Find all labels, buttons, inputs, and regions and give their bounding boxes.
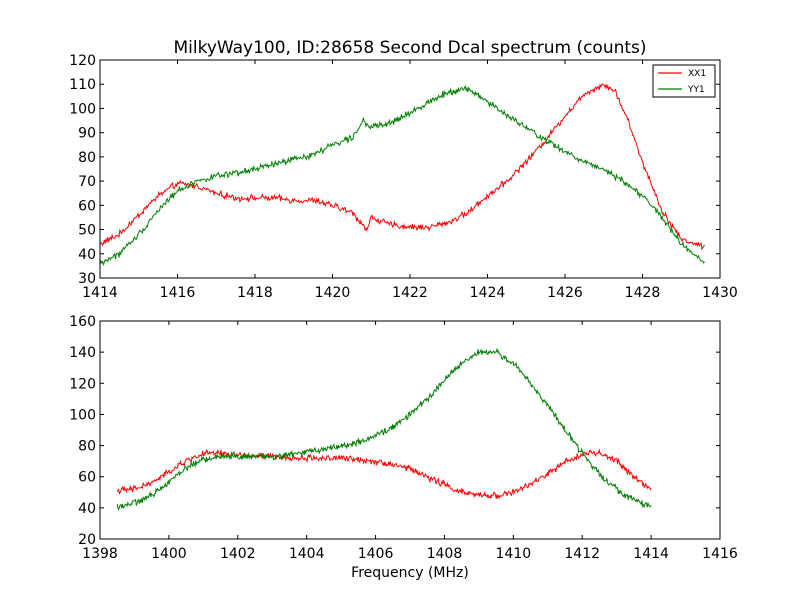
legend-label-yy1: YY1	[687, 85, 705, 95]
x-tick-label: 1402	[220, 546, 256, 562]
x-tick-label: 1418	[237, 285, 273, 301]
x-tick-label: 1412	[564, 546, 600, 562]
y-tick-label: 40	[78, 501, 96, 517]
y-tick-label: 80	[78, 150, 96, 166]
legend-label-xx1: XX1	[688, 69, 706, 79]
y-tick-label: 30	[78, 271, 96, 287]
y-tick-label: 120	[69, 53, 96, 69]
bottom-spectrum-panel: 1398 1400 1402 1404 1406 1408 1410 1412 1414 1416…	[69, 314, 738, 581]
chart-title: MilkyWay100, ID:28658 Second Dcal spectr…	[173, 38, 646, 58]
y-tick-label: 90	[78, 126, 96, 142]
top-spectrum-panel: MilkyWay100, ID:28658 Second Dcal spectr…	[69, 38, 738, 301]
x-tick-label: 1416	[702, 546, 738, 562]
series-line-yy1-panel-1	[116, 347, 652, 511]
x-tick-label: 1406	[358, 546, 394, 562]
y-tick-label: 70	[78, 174, 96, 190]
bottom-ticks-layer: 1398 1400 1402 1404 1406 1408 1410 1412 1414 1416…	[69, 314, 738, 562]
top-axes-frame	[99, 59, 721, 279]
series-line-yy1-panel-0	[99, 84, 705, 267]
x-tick-label: 1424	[470, 285, 506, 301]
y-tick-label: 140	[69, 345, 96, 361]
x-tick-label: 1428	[625, 285, 661, 301]
y-tick-label: 100	[69, 407, 96, 423]
y-tick-label: 110	[69, 77, 96, 93]
legend: XX1 YY1	[652, 64, 716, 98]
bottom-axes-frame	[99, 320, 721, 540]
x-tick-label: 1398	[82, 546, 118, 562]
x-tick-label: 1410	[496, 546, 532, 562]
top-ticks-layer: 1414 1416 1418 1420 1422 1424 1426 1428 1430 30 40…	[69, 53, 738, 301]
x-tick-label: 1414	[633, 546, 669, 562]
top-series-layer	[99, 83, 705, 267]
y-tick-label: 160	[69, 314, 96, 330]
x-tick-label: 1426	[547, 285, 583, 301]
y-tick-label: 50	[78, 223, 96, 239]
x-tick-label: 1422	[392, 285, 428, 301]
x-axis-label: Frequency (MHz)	[351, 565, 469, 581]
x-tick-label: 1400	[151, 546, 187, 562]
series-line-xx1-panel-0	[99, 83, 705, 251]
y-tick-label: 80	[78, 439, 96, 455]
x-tick-label: 1420	[315, 285, 351, 301]
y-tick-label: 40	[78, 247, 96, 263]
x-tick-label: 1430	[702, 285, 738, 301]
x-tick-label: 1414	[82, 285, 118, 301]
bottom-series-layer	[116, 347, 652, 511]
series-line-xx1-panel-1	[116, 448, 652, 500]
y-tick-label: 20	[78, 532, 96, 548]
x-tick-label: 1404	[289, 546, 325, 562]
legend-box	[652, 64, 716, 98]
x-tick-label: 1416	[160, 285, 196, 301]
y-tick-label: 120	[69, 376, 96, 392]
x-tick-label: 1408	[427, 546, 463, 562]
y-tick-label: 100	[69, 101, 96, 117]
y-tick-label: 60	[78, 470, 96, 486]
y-tick-label: 60	[78, 198, 96, 214]
